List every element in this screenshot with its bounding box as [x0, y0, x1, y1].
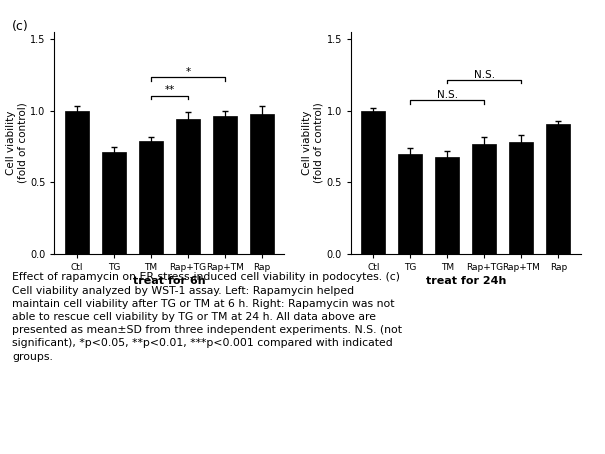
- Text: (c): (c): [12, 20, 29, 34]
- Text: ***: ***: [70, 123, 84, 132]
- Text: *: *: [185, 67, 191, 77]
- Bar: [65, 111, 89, 254]
- Text: **: **: [165, 85, 174, 95]
- Bar: [546, 123, 571, 254]
- Y-axis label: Cell viability
(fold of control): Cell viability (fold of control): [302, 103, 324, 183]
- Text: N.S.: N.S.: [437, 90, 458, 100]
- Bar: [436, 157, 459, 254]
- Bar: [473, 144, 496, 254]
- Bar: [398, 154, 422, 254]
- Bar: [213, 117, 237, 254]
- Text: Effect of rapamycin on ER stress-induced cell viability in podocytes. (c)
Cell v: Effect of rapamycin on ER stress-induced…: [12, 272, 402, 361]
- Bar: [250, 114, 274, 254]
- Text: ***: ***: [366, 122, 381, 130]
- Text: ***: ***: [440, 170, 454, 179]
- Text: ***: ***: [404, 168, 417, 177]
- X-axis label: treat for 24h: treat for 24h: [426, 276, 506, 286]
- Text: *: *: [111, 166, 116, 175]
- X-axis label: treat for 6h: treat for 6h: [133, 276, 206, 286]
- Text: ***: ***: [477, 159, 491, 168]
- Bar: [509, 142, 534, 254]
- Bar: [139, 141, 163, 254]
- Text: N.S.: N.S.: [474, 69, 495, 79]
- Bar: [102, 153, 126, 254]
- Bar: [361, 111, 385, 254]
- Bar: [176, 119, 200, 254]
- Y-axis label: Cell viability
(fold of control): Cell viability (fold of control): [5, 103, 27, 183]
